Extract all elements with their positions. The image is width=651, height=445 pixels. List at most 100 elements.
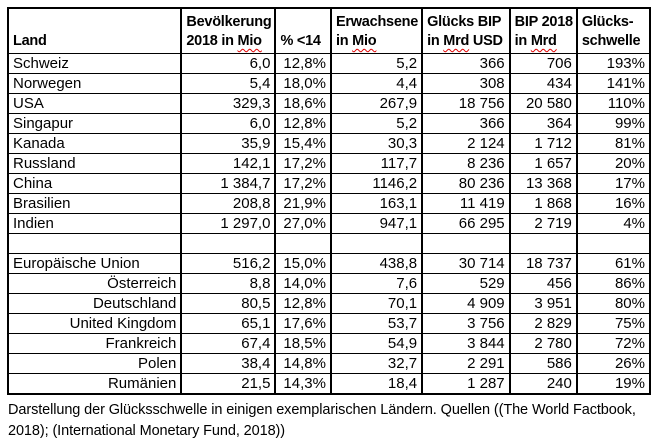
cell-gluecks-bip: 1 287 xyxy=(421,373,511,395)
cell-pct-under-14 xyxy=(274,233,332,254)
cell-bevoelkerung-2018: 208,8 xyxy=(180,193,277,214)
header-text: Glücks- xyxy=(581,14,634,30)
header-text: % <14 xyxy=(280,33,321,49)
cell-pct-under-14: 17,6% xyxy=(274,313,332,334)
cell-bip-2018 xyxy=(508,233,578,254)
cell-gluecksschwelle: 19% xyxy=(575,373,651,395)
spellcheck-squiggle: Mrd xyxy=(530,33,557,49)
cell-gluecks-bip: 4 909 xyxy=(421,293,511,314)
cell-erwachsene: 30,3 xyxy=(329,133,424,154)
cell-erwachsene: 438,8 xyxy=(329,253,424,274)
cell-bevoelkerung-2018: 65,1 xyxy=(180,313,277,334)
header-text: BIP 2018 xyxy=(514,14,573,30)
table-row: Polen 38,4 14,8% 32,7 2 291 586 26% xyxy=(6,353,651,374)
table-row: Indien 1 297,0 27,0% 947,1 66 295 2 719 4% xyxy=(6,213,651,234)
caption-line-2: 2018); (International Monetary Fund, 201… xyxy=(8,422,285,439)
table-row: USA 329,3 18,6% 267,9 18 756 20 580 110% xyxy=(6,93,651,114)
cell-pct-under-14: 17,2% xyxy=(274,173,332,194)
cell-bevoelkerung-2018: 142,1 xyxy=(180,153,277,174)
caption-line-1: Darstellung der Glücksschwelle in einige… xyxy=(8,402,636,418)
cell-bip-2018: 3 951 xyxy=(508,293,578,314)
cell-gluecks-bip: 3 756 xyxy=(421,313,511,334)
table-row: Österreich 8,8 14,0% 7,6 529 456 86% xyxy=(6,273,651,294)
cell-bevoelkerung-2018: 80,5 xyxy=(180,293,277,314)
cell-pct-under-14: 18,6% xyxy=(274,93,332,114)
cell-pct-under-14: 14,3% xyxy=(274,373,332,395)
cell-erwachsene: 7,6 xyxy=(329,273,424,294)
cell-gluecksschwelle: 20% xyxy=(575,153,651,174)
table-row: Europäische Union 516,2 15,0% 438,8 30 714 18… xyxy=(6,253,651,274)
header-text: Erwachsene xyxy=(335,14,419,30)
cell-land: Brasilien xyxy=(6,193,183,214)
cell-land: Österreich xyxy=(6,273,183,294)
cell-gluecksschwelle: 99% xyxy=(575,113,651,134)
column-header-bevoelkerung-2018: Bevölkerung 2018 in Mio xyxy=(180,7,277,54)
cell-bip-2018: 706 xyxy=(508,53,578,74)
cell-gluecks-bip: 366 xyxy=(421,113,511,134)
cell-bevoelkerung-2018: 38,4 xyxy=(180,353,277,374)
cell-gluecksschwelle: 81% xyxy=(575,133,651,154)
cell-erwachsene: 5,2 xyxy=(329,113,424,134)
cell-land: Russland xyxy=(6,153,183,174)
header-text: Land xyxy=(13,33,47,49)
cell-erwachsene: 54,9 xyxy=(329,333,424,354)
spellcheck-squiggle: Mio xyxy=(352,33,377,49)
cell-bevoelkerung-2018: 6,0 xyxy=(180,53,277,74)
cell-gluecks-bip: 18 756 xyxy=(421,93,511,114)
header-text: in xyxy=(335,33,353,49)
cell-erwachsene: 32,7 xyxy=(329,353,424,374)
table-row: Schweiz 6,0 12,8% 5,2 366 706 193% xyxy=(6,53,651,74)
header-row: Land Bevölkerung 2018 in Mio % <14 Erwachsen… xyxy=(6,7,651,54)
cell-land: Frankreich xyxy=(6,333,183,354)
cell-gluecks-bip: 8 236 xyxy=(421,153,511,174)
cell-erwachsene: 70,1 xyxy=(329,293,424,314)
cell-pct-under-14: 15,0% xyxy=(274,253,332,274)
table-caption: Darstellung der Glücksschwelle in einige… xyxy=(8,400,644,441)
column-header-gluecksschwelle: Glücks-schwelle xyxy=(575,7,651,54)
cell-gluecksschwelle: 72% xyxy=(575,333,651,354)
cell-pct-under-14: 15,4% xyxy=(274,133,332,154)
cell-gluecks-bip: 2 124 xyxy=(421,133,511,154)
cell-land xyxy=(6,233,183,254)
table-row: Frankreich 67,4 18,5% 54,9 3 844 2 780 72% xyxy=(6,333,651,354)
cell-bevoelkerung-2018: 516,2 xyxy=(180,253,277,274)
table-row: United Kingdom 65,1 17,6% 53,7 3 756 2 829 75% xyxy=(6,313,651,334)
cell-erwachsene xyxy=(329,233,424,254)
cell-gluecks-bip: 3 844 xyxy=(421,333,511,354)
cell-erwachsene: 163,1 xyxy=(329,193,424,214)
spacer-row xyxy=(6,233,651,254)
cell-bevoelkerung-2018: 6,0 xyxy=(180,113,277,134)
cell-gluecks-bip: 308 xyxy=(421,73,511,94)
cell-bip-2018: 2 719 xyxy=(508,213,578,234)
cell-gluecks-bip: 11 419 xyxy=(421,193,511,214)
column-header-erwachsene: Erwachsene in Mio xyxy=(329,7,424,54)
cell-bevoelkerung-2018: 8,8 xyxy=(180,273,277,294)
cell-gluecks-bip: 366 xyxy=(421,53,511,74)
cell-land: Deutschland xyxy=(6,293,183,314)
header-text: in xyxy=(427,33,444,49)
cell-erwachsene: 1146,2 xyxy=(329,173,424,194)
cell-land: Rumänien xyxy=(6,373,183,395)
cell-land: Norwegen xyxy=(6,73,183,94)
cell-pct-under-14: 12,8% xyxy=(274,113,332,134)
cell-bip-2018: 18 737 xyxy=(508,253,578,274)
header-text: 2018 in xyxy=(186,33,238,49)
cell-pct-under-14: 18,0% xyxy=(274,73,332,94)
cell-pct-under-14: 14,8% xyxy=(274,353,332,374)
cell-bevoelkerung-2018: 329,3 xyxy=(180,93,277,114)
header-text: in xyxy=(514,33,531,49)
cell-pct-under-14: 12,8% xyxy=(274,293,332,314)
cell-gluecksschwelle: 80% xyxy=(575,293,651,314)
cell-bip-2018: 1 657 xyxy=(508,153,578,174)
cell-pct-under-14: 14,0% xyxy=(274,273,332,294)
cell-gluecks-bip: 529 xyxy=(421,273,511,294)
cell-bip-2018: 2 829 xyxy=(508,313,578,334)
cell-gluecks-bip: 66 295 xyxy=(421,213,511,234)
cell-gluecks-bip: 2 291 xyxy=(421,353,511,374)
cell-erwachsene: 5,2 xyxy=(329,53,424,74)
cell-bevoelkerung-2018: 67,4 xyxy=(180,333,277,354)
cell-bip-2018: 434 xyxy=(508,73,578,94)
column-header-gluecks-bip: Glücks BIP in Mrd USD xyxy=(421,7,511,54)
cell-erwachsene: 947,1 xyxy=(329,213,424,234)
